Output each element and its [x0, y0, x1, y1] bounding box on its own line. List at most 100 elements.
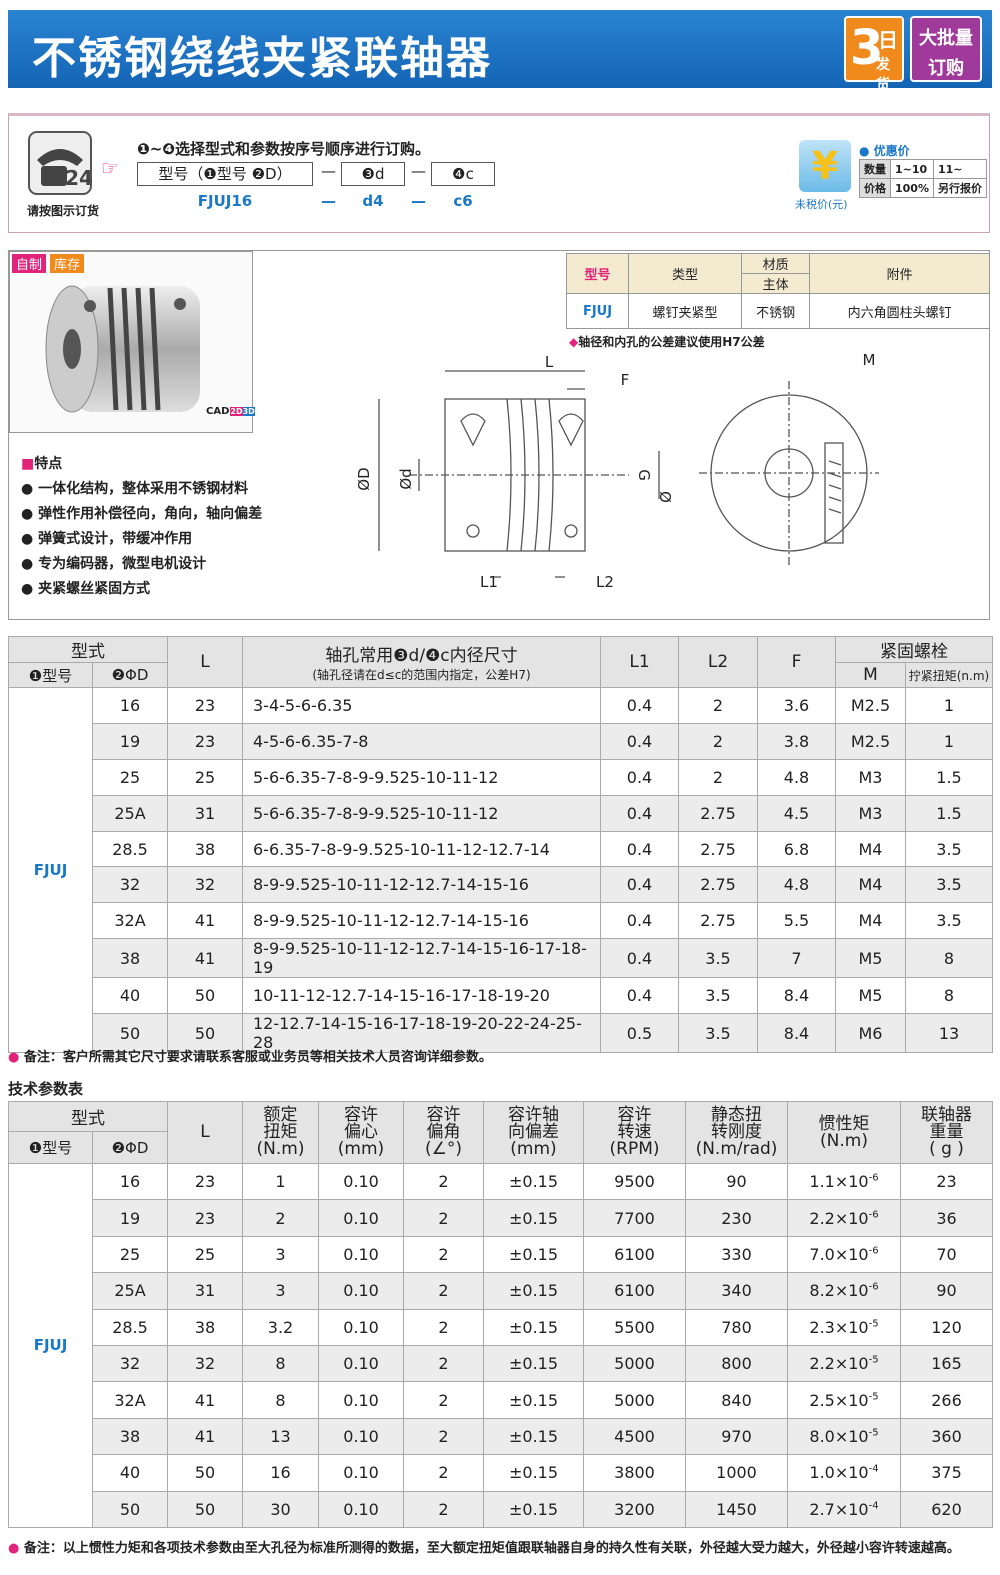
cell: ±0.15	[483, 1308, 584, 1346]
features-title: ■特点	[21, 456, 63, 472]
cell: 23	[900, 1162, 993, 1201]
table2-title: 技术参数表	[8, 1080, 84, 1098]
cell: 3.5	[678, 977, 758, 1015]
table-row: FJUJ 16 23 1 0.10 2 ±0.15 9500 90 1.1×10-6 23	[8, 1162, 993, 1528]
cell: 32A	[92, 1381, 168, 1419]
spec-head: 类型	[628, 253, 742, 294]
cell: 0.4	[600, 977, 679, 1015]
cell: 0.10	[318, 1490, 404, 1528]
inertia-exp: -6	[868, 1245, 879, 1257]
order-instruction: ❶~❹选择型式和参数按序号顺序进行订购。	[137, 140, 430, 158]
cell: 8.4	[757, 977, 836, 1015]
badge-bottom: 订购	[928, 58, 964, 79]
spec-cell: FJUJ	[566, 293, 629, 329]
th: 型式	[8, 1101, 168, 1132]
cell: ±0.15	[483, 1235, 584, 1274]
cell: 25	[92, 758, 168, 796]
tolerance-note: ◆轴径和内孔的公差建议使用H7公差	[569, 335, 765, 349]
inertia-base: 2.2×10	[809, 1208, 869, 1228]
cell: 2.75	[678, 902, 758, 940]
cell: 38	[167, 1308, 243, 1346]
cell: 32	[92, 866, 168, 904]
table-row: 50 50 30 0.10 2 ±0.15 3200 1450 2.7×10-4 620	[9, 1490, 993, 1528]
order-example: d4	[362, 192, 384, 210]
price-row: 价格 100% 另行报价	[859, 178, 987, 198]
feature-text: 夹紧螺丝紧固方式	[38, 581, 151, 597]
cell: ±0.15	[483, 1417, 584, 1456]
cell: 2	[403, 1272, 484, 1310]
cell: 0.10	[318, 1454, 404, 1492]
th: ❶型号	[8, 1131, 93, 1164]
phone-24: 24	[65, 166, 93, 190]
table-row: 32A 41 8-9-9.525-10-11-12-12.7-14-15-16 0.4…	[9, 902, 993, 940]
cad-label: CAD2D3D	[206, 406, 255, 417]
spec-cell: 不锈钢	[740, 293, 811, 329]
cell: 4500	[583, 1417, 686, 1456]
feature-item: ● 一体化结构，整体采用不锈钢材料	[21, 481, 249, 497]
feature-text: 专为编码器，微型电机设计	[38, 556, 207, 572]
cell: 23	[167, 1162, 243, 1201]
cell: 90	[685, 1162, 788, 1201]
table-row: FJUJ 16 23 3-4-5-6-6.35 0.4 2 3.6 M2.5 1	[8, 686, 993, 1054]
header-banner: 不锈钢绕线夹紧联轴器 3 日 发货 大批量 订购	[8, 10, 992, 93]
dim-label: L1	[480, 573, 498, 591]
dim-label: F	[621, 371, 630, 389]
cell: 25	[167, 758, 243, 796]
table-row: 19 23 2 0.10 2 ±0.15 7700 230 2.2×10-6 36	[9, 1199, 993, 1237]
th: 惯性矩 (N.m)	[787, 1101, 901, 1164]
price-row: 数量 1~10 11~	[859, 159, 987, 179]
inertia-exp: -5	[868, 1354, 879, 1366]
cell: M4	[835, 866, 906, 904]
cell: M3	[835, 794, 906, 832]
order-field: ❹c	[431, 162, 495, 186]
cell: 2.7×10-4	[787, 1490, 901, 1528]
table-row: 40 50 10-11-12-12.7-14-15-16-17-18-19-20 0.…	[9, 977, 993, 1015]
order-example: FJUJ16	[197, 192, 253, 210]
cell: 50	[167, 1013, 243, 1054]
cell: 2	[678, 758, 758, 796]
cell: 3.5	[905, 902, 993, 940]
dimension-table: 型式 L 轴孔常用❸d/❹c内径尺寸 (轴孔径请在d≤c的范围内指定，公差H7) L1 L…	[8, 636, 993, 1054]
th: 型式	[8, 636, 168, 663]
price-cell: 100%	[890, 178, 934, 198]
feature-item: ● 专为编码器，微型电机设计	[21, 556, 207, 572]
spec-cell: 内六角圆柱头螺钉	[809, 293, 990, 329]
cell: 0.4	[600, 830, 679, 868]
dim-label: ØD	[355, 467, 373, 490]
cell: 0.5	[600, 1013, 679, 1054]
cell: 0.4	[600, 758, 679, 796]
cell: 5-6-6.35-7-8-9-9.525-10-11-12	[242, 794, 601, 832]
price-title: ● 优惠价	[859, 144, 910, 158]
cell: 2	[403, 1417, 484, 1456]
dim-label: L	[545, 353, 554, 371]
cell: 3200	[583, 1490, 686, 1528]
cell: 1450	[685, 1490, 788, 1528]
th: L1	[600, 636, 679, 688]
dim-label: G	[635, 469, 653, 481]
spec-params-table: 型式 L 额定 扭矩 (N.m) 容许 偏心 (mm) 容许 偏角 (∠°) 容许轴 向偏…	[8, 1101, 993, 1528]
cell: 4.5	[757, 794, 836, 832]
note-2: ● 备注：以上惯性力矩和各项技术参数由至大孔径为标准所测得的数据，至大额定扭矩值…	[8, 1541, 960, 1556]
cell: M2.5	[835, 722, 906, 760]
note-text: 备注：以上惯性力矩和各项技术参数由至大孔径为标准所测得的数据，至大额定扭矩值跟联…	[23, 1541, 960, 1556]
cell: M5	[835, 938, 906, 979]
inertia-base: 8.0×10	[809, 1426, 869, 1446]
price-cell: 数量	[859, 159, 891, 179]
product-box: 自制 库存 CAD2D3D ■特点 ● 一体化结构，整体采用不锈钢材料 ● 弹性作…	[8, 250, 990, 620]
inertia-exp: -5	[868, 1318, 879, 1330]
cell: 2	[403, 1235, 484, 1274]
inertia-exp: -5	[868, 1427, 879, 1439]
cell: 0.10	[318, 1417, 404, 1456]
cell: M4	[835, 902, 906, 940]
cad-2d: 2D	[230, 407, 243, 416]
inertia-exp: -6	[868, 1172, 879, 1184]
th-text: 轴孔常用❸d/❹c内径尺寸	[325, 646, 518, 666]
order-example: —	[321, 192, 336, 210]
th: ❷ΦD	[92, 662, 168, 688]
cell: 8.2×10-6	[787, 1272, 901, 1310]
cell: 9500	[583, 1162, 686, 1201]
price-title-text: 优惠价	[873, 144, 910, 158]
cell: 3.8	[757, 722, 836, 760]
cell: 23	[167, 1199, 243, 1237]
cell: 4-5-6-6.35-7-8	[242, 722, 601, 760]
